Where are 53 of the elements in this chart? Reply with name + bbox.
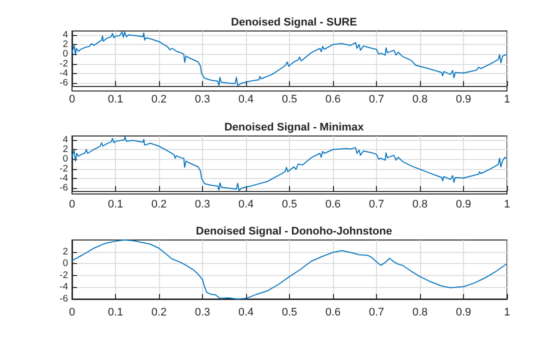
y-tick-label: -4: [60, 68, 68, 79]
x-tick-label: 0.2: [151, 198, 167, 210]
y-tick-label: 2: [62, 246, 68, 258]
y-tick-label: -6: [60, 294, 68, 304]
x-tick-label: 0.6: [325, 94, 341, 106]
x-tick-label: 0.8: [412, 198, 428, 210]
x-tick-label: 0.2: [151, 306, 167, 318]
y-tick-label: -2: [60, 58, 68, 70]
x-tick-label: 0.8: [412, 94, 428, 106]
x-tick-label: 0.9: [456, 306, 472, 318]
x-tick-label: 0.2: [151, 94, 167, 106]
chart-title: Denoised Signal - Minimax: [224, 122, 365, 134]
x-tick-label: 0.6: [325, 198, 341, 210]
y-tick-label: -6: [60, 78, 68, 89]
x-tick-label: 0.3: [194, 198, 210, 210]
y-tick-label: 4: [62, 29, 68, 40]
x-tick-label: 1: [504, 94, 510, 106]
y-tick-label: -6: [60, 182, 68, 194]
y-tick-label: -4: [60, 172, 68, 184]
x-tick-label: 0.1: [108, 94, 124, 106]
chart-title: Denoised Signal - SURE: [231, 16, 357, 28]
x-tick-label: 0.4: [238, 306, 254, 318]
x-tick-label: 0.1: [108, 198, 124, 210]
y-tick-label: -2: [60, 270, 68, 281]
x-tick-label: 0.1: [108, 306, 124, 318]
x-tick-label: 0.5: [282, 94, 298, 106]
x-tick-label: 0.5: [282, 198, 298, 210]
y-tick-label: 4: [62, 134, 68, 146]
x-tick-label: 0.8: [412, 306, 428, 318]
chart-title: Denoised Signal - Donoho-Johnstone: [196, 226, 392, 238]
x-tick-label: 0.7: [368, 198, 384, 210]
y-tick-label: 0: [62, 48, 68, 60]
x-tick-label: 0.4: [238, 94, 254, 106]
x-tick-label: 1: [504, 198, 510, 210]
x-tick-label: 0.3: [194, 306, 210, 318]
x-tick-label: 0.9: [456, 94, 472, 106]
y-tick-label: -4: [60, 282, 68, 293]
y-tick-label: 2: [62, 39, 68, 50]
x-tick-label: 0.6: [325, 306, 341, 318]
y-tick-label: -2: [60, 163, 68, 174]
line-series: [72, 136, 508, 192]
x-tick-label: 0.3: [194, 94, 210, 106]
y-tick-label: 2: [62, 144, 68, 156]
line-series: [72, 240, 508, 300]
x-tick-label: 0.5: [282, 306, 298, 318]
y-tick-label: 0: [62, 154, 68, 165]
x-tick-label: 0.7: [368, 94, 384, 106]
x-tick-label: 0.7: [368, 306, 384, 318]
line-series: [72, 31, 508, 86]
x-tick-label: 0.9: [456, 198, 472, 210]
y-tick-label: 0: [62, 258, 68, 270]
x-tick-label: 0.4: [238, 198, 254, 210]
x-tick-label: 1: [504, 306, 510, 318]
